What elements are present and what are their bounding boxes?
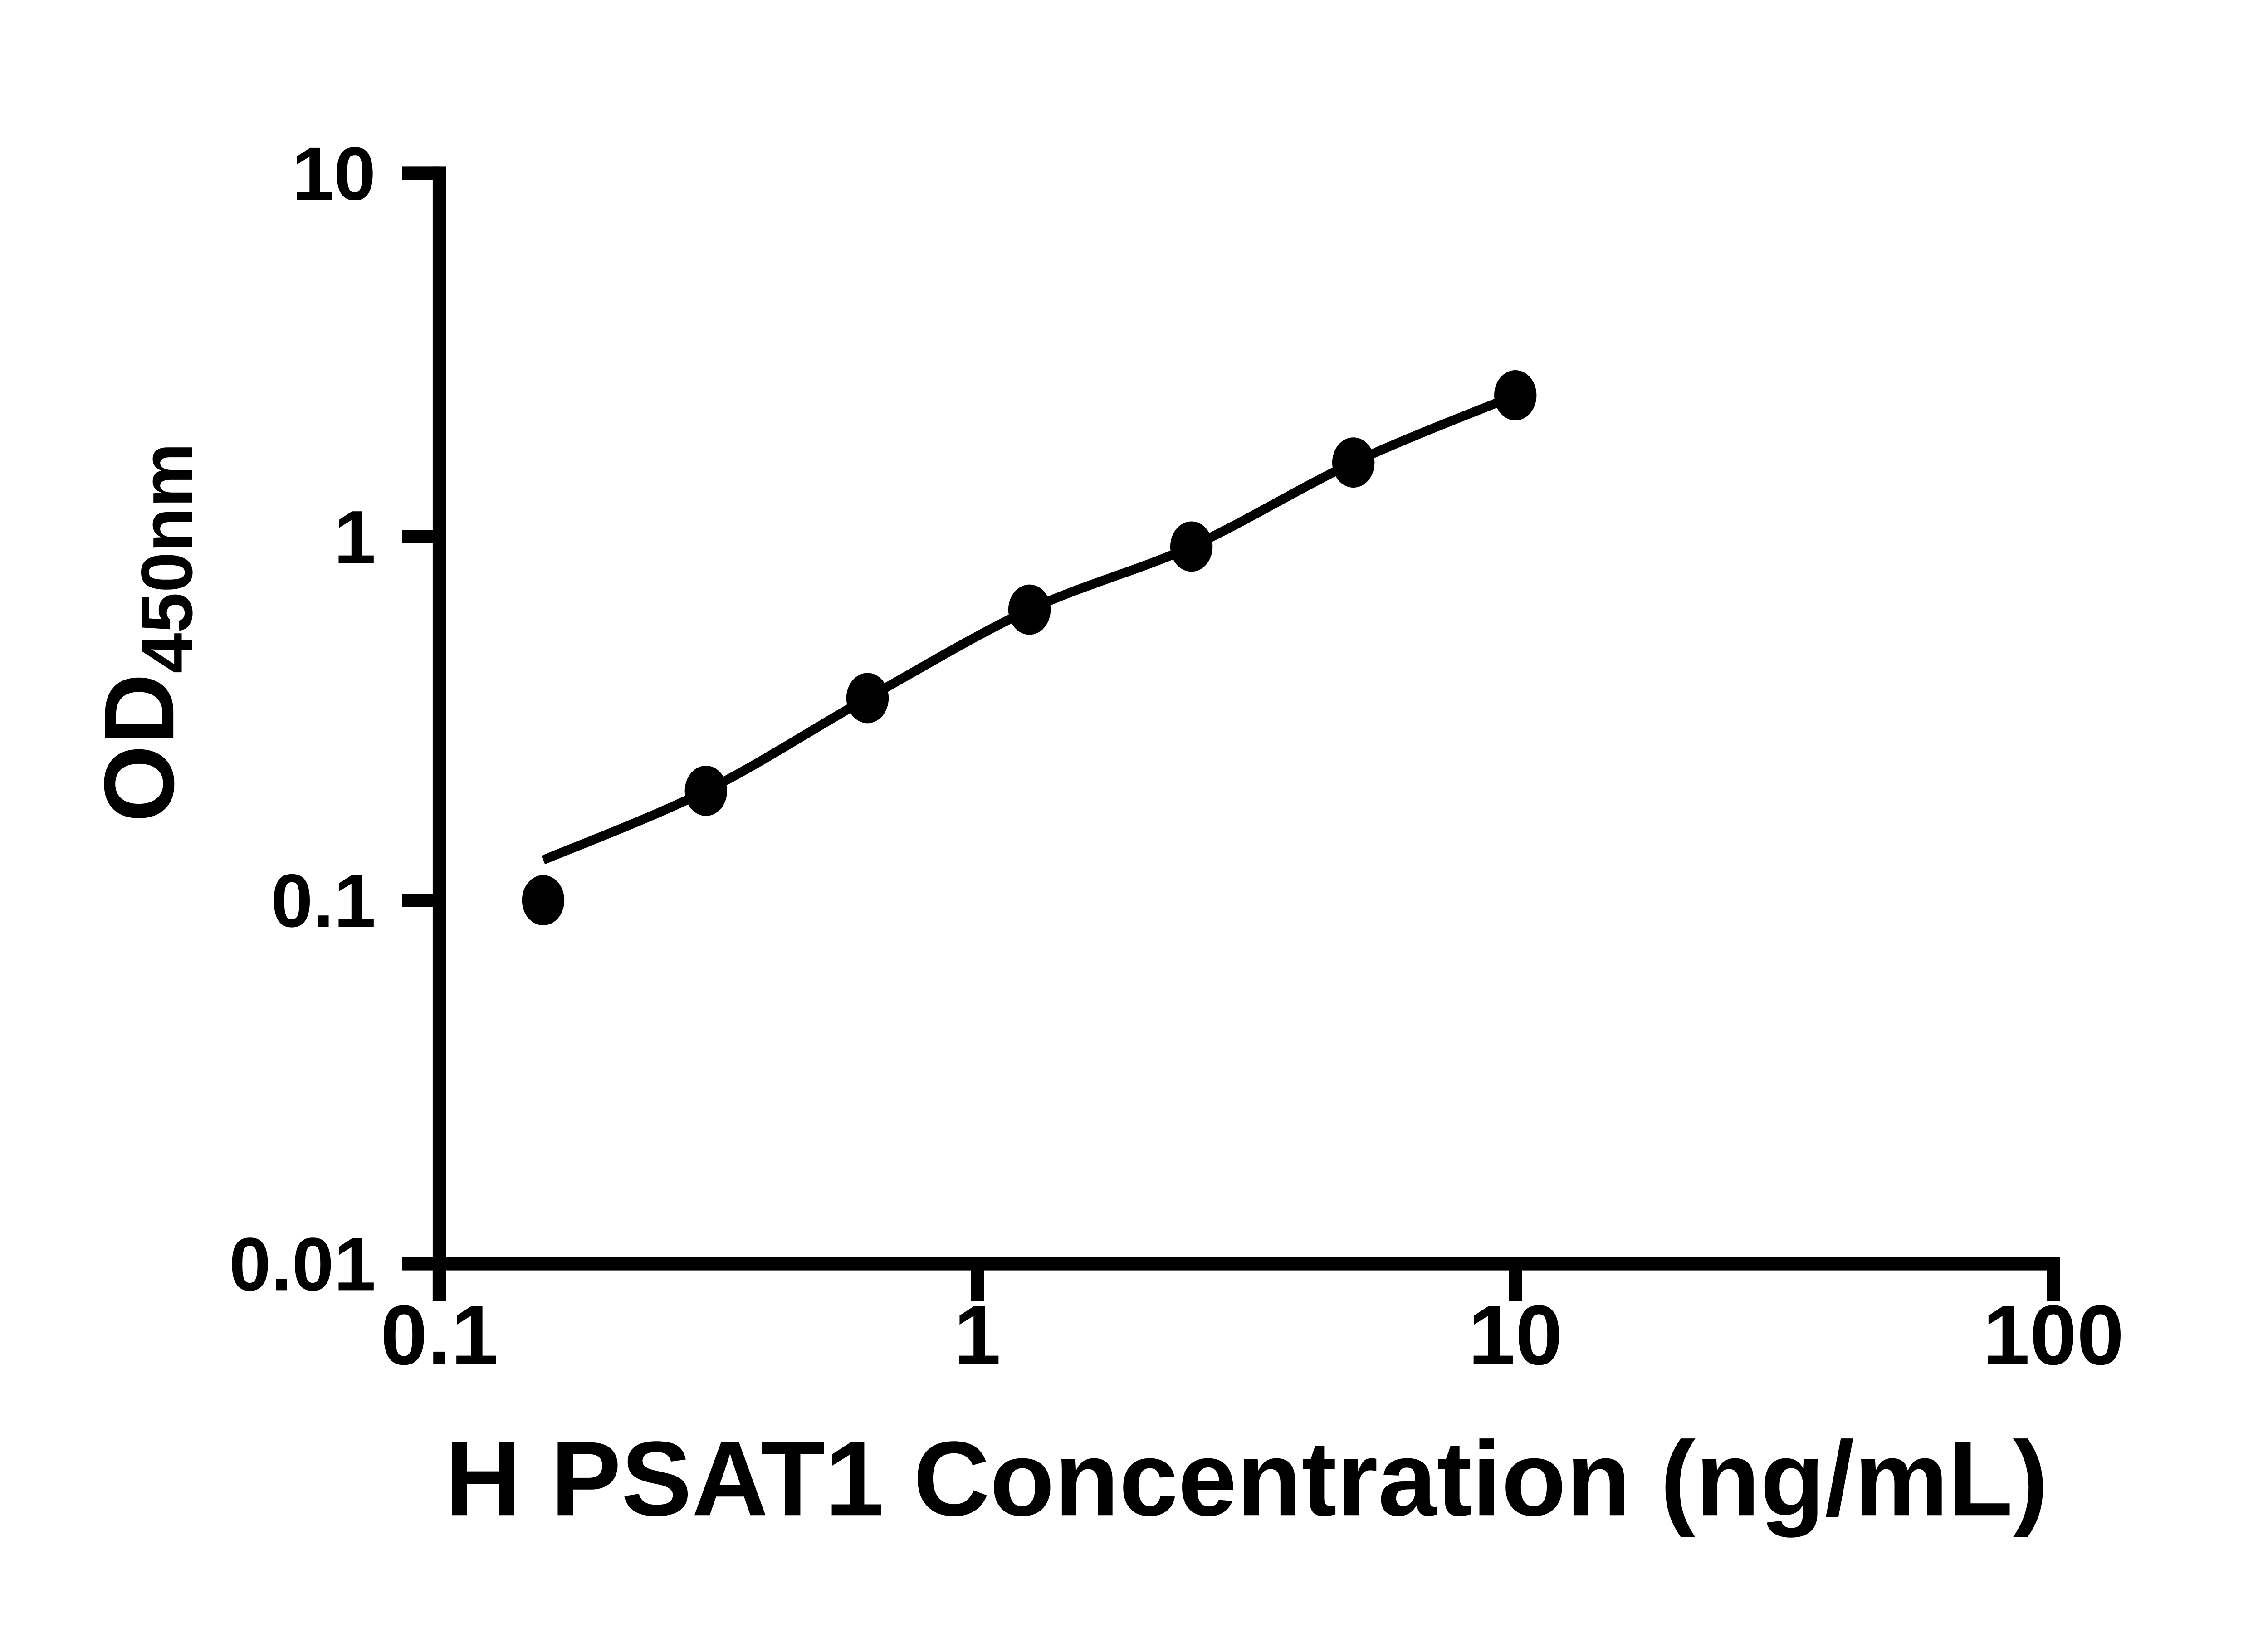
y-tick-label: 1 — [334, 495, 376, 580]
y-axis-title-main: OD — [84, 674, 195, 822]
data-point — [1008, 584, 1051, 635]
y-axis-title: OD450nm — [84, 443, 207, 822]
axes — [432, 166, 2060, 1301]
plot-area — [522, 370, 1537, 926]
data-point — [1170, 521, 1213, 572]
x-tick-label: 10 — [1468, 1288, 1563, 1383]
data-point — [1332, 437, 1375, 488]
data-point — [846, 673, 889, 724]
y-tick-label: 0.1 — [271, 859, 376, 943]
y-tick-label: 0.01 — [229, 1222, 376, 1306]
y-tick-label: 10 — [292, 132, 376, 216]
x-axis-title: H PSAT1 Concentration (ng/mL) — [445, 1420, 2048, 1538]
x-tick-label: 0.1 — [381, 1288, 499, 1383]
data-point — [684, 765, 727, 816]
y-axis-title-subscript: 450nm — [126, 443, 207, 673]
axis-ticks — [402, 166, 2060, 1301]
x-tick-label: 1 — [954, 1288, 1001, 1383]
data-point — [522, 875, 565, 926]
data-point — [1494, 370, 1537, 420]
x-tick-label: 100 — [1983, 1288, 2124, 1383]
